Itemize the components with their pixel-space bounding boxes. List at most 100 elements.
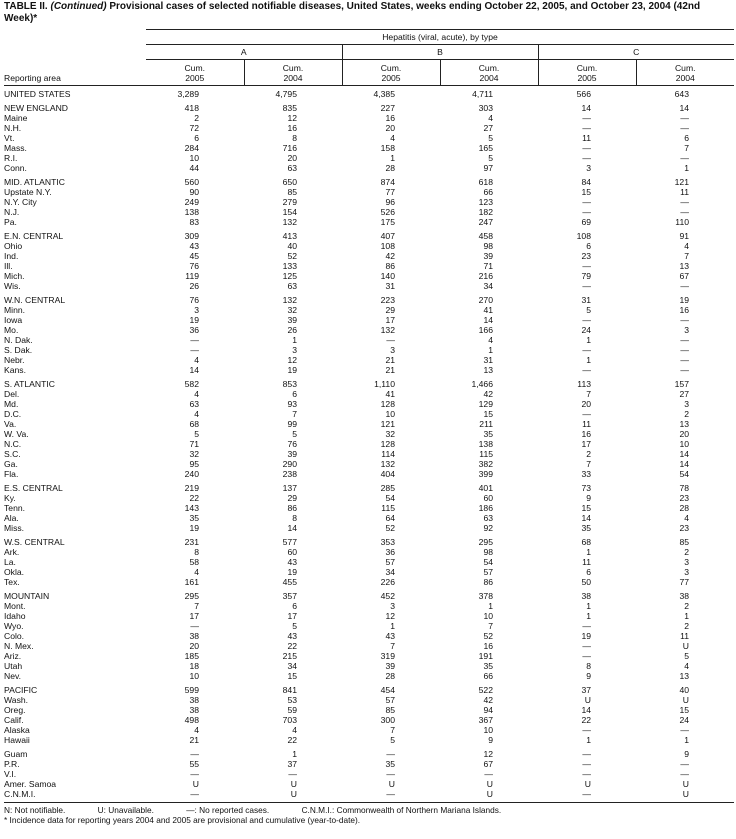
reporting-area-cell: Maine (4, 113, 28, 123)
value-cell: — (484, 769, 493, 779)
value-cell: 31 (385, 281, 395, 291)
value-cell: 4 (194, 725, 199, 735)
value-cell: 353 (380, 537, 395, 547)
reporting-area-cell: Wash. (4, 695, 29, 705)
reporting-area-cell: Wis. (4, 281, 21, 291)
table-row: W. Va. 5 5 32 35 16 20 (4, 429, 734, 439)
reporting-area-cell: R.I. (4, 153, 18, 163)
value-cell: 138 (478, 439, 493, 449)
value-cell: 2 (586, 449, 591, 459)
value-cell: 295 (478, 537, 493, 547)
value-cell: 7 (390, 725, 395, 735)
cum-label: Cum. (380, 63, 402, 73)
reporting-area-cell: S. ATLANTIC (4, 379, 55, 389)
table-row: N.J. 138 154 526 182 — — (4, 207, 734, 217)
value-cell: 1 (684, 163, 689, 173)
value-cell: 38 (679, 591, 689, 601)
value-cell: 138 (184, 207, 199, 217)
value-cell: — (190, 769, 199, 779)
reporting-area-cell: Mich. (4, 271, 25, 281)
year-label: 2005 (381, 73, 401, 83)
table-row: Nebr. 4 12 21 31 1 — (4, 355, 734, 365)
value-cell: 1 (488, 601, 493, 611)
reporting-area-cell: Guam (4, 749, 28, 759)
value-cell: 1 (684, 735, 689, 745)
value-cell: 50 (581, 577, 591, 587)
year-label: 2005 (185, 73, 205, 83)
value-cell: 28 (385, 163, 395, 173)
value-cell: 21 (189, 735, 199, 745)
value-cell: 20 (385, 123, 395, 133)
value-cell: 114 (381, 449, 395, 459)
value-cell: 10 (189, 671, 199, 681)
value-cell: — (582, 207, 591, 217)
value-cell: 137 (282, 483, 297, 493)
table-row: Wis. 26 63 31 34 — — (4, 281, 734, 291)
value-cell: 4,711 (472, 89, 493, 99)
value-cell: 115 (381, 503, 395, 513)
table-row: E.S. CENTRAL 219 137 285 401 73 78 (4, 479, 734, 493)
cum-label: Cum. (478, 63, 500, 73)
value-cell: 1,466 (471, 379, 493, 389)
value-cell: 226 (380, 577, 395, 587)
reporting-area-cell: Nev. (4, 671, 22, 681)
value-cell: 90 (189, 187, 199, 197)
value-cell: 97 (483, 163, 493, 173)
table-row: N.H. 72 16 20 27 — — (4, 123, 734, 133)
column-header: Cum. 2004 (439, 59, 538, 86)
reporting-area-cell: Md. (4, 399, 19, 409)
table-row: N.Y. City 249 279 96 123 — — (4, 197, 734, 207)
value-cell: — (680, 153, 689, 163)
value-cell: 60 (483, 493, 493, 503)
value-cell: — (386, 789, 395, 799)
value-cell: 1,110 (374, 379, 395, 389)
value-cell: — (190, 335, 199, 345)
reporting-area-cell: E.S. CENTRAL (4, 483, 63, 493)
table-row: Iowa 19 39 17 14 — — (4, 315, 734, 325)
value-cell: 399 (478, 469, 493, 479)
value-cell: 34 (287, 661, 297, 671)
value-cell: 522 (478, 685, 493, 695)
value-cell: 39 (287, 449, 297, 459)
value-cell: 1 (292, 335, 297, 345)
value-cell: — (680, 197, 689, 207)
value-cell: — (582, 113, 591, 123)
reporting-area-cell: Iowa (4, 315, 23, 325)
reporting-area-cell: Amer. Samoa (4, 779, 57, 789)
value-cell: 11 (582, 419, 591, 429)
table-row: Mich. 119 125 140 216 79 67 (4, 271, 734, 281)
value-cell: 128 (380, 439, 395, 449)
reporting-area-cell: Ark. (4, 547, 20, 557)
value-cell: — (582, 345, 591, 355)
value-cell: 43 (189, 241, 199, 251)
table-title: TABLE II. (Continued) Provisional cases … (4, 1, 734, 24)
value-cell: 34 (483, 281, 493, 291)
value-cell: 12 (385, 611, 395, 621)
value-cell: 4 (390, 133, 395, 143)
reporting-area-cell: N.C. (4, 439, 22, 449)
value-cell: — (582, 315, 591, 325)
value-cell: 110 (675, 217, 689, 227)
reporting-area-header: Reporting area (4, 73, 61, 83)
value-cell: 1 (390, 153, 395, 163)
reporting-area-cell: Colo. (4, 631, 25, 641)
value-cell: 38 (189, 631, 199, 641)
value-cell: 91 (679, 231, 689, 241)
value-cell: 132 (282, 217, 297, 227)
value-cell: 44 (189, 163, 199, 173)
value-cell: — (582, 123, 591, 133)
value-cell: 86 (287, 503, 297, 513)
value-cell: 9 (586, 671, 591, 681)
value-cell: 8 (292, 133, 297, 143)
table-row: Pa. 83 132 175 247 69 110 (4, 217, 734, 227)
value-cell: 63 (287, 281, 297, 291)
table-row: Ill. 76 133 86 71 — 13 (4, 261, 734, 271)
value-cell: — (680, 315, 689, 325)
value-cell: 85 (679, 537, 689, 547)
value-cell: 186 (478, 503, 493, 513)
value-cell: — (582, 621, 591, 631)
value-cell: 4,385 (373, 89, 395, 99)
value-cell: 2 (684, 621, 689, 631)
value-cell: 10 (385, 409, 395, 419)
value-cell: 92 (483, 523, 493, 533)
